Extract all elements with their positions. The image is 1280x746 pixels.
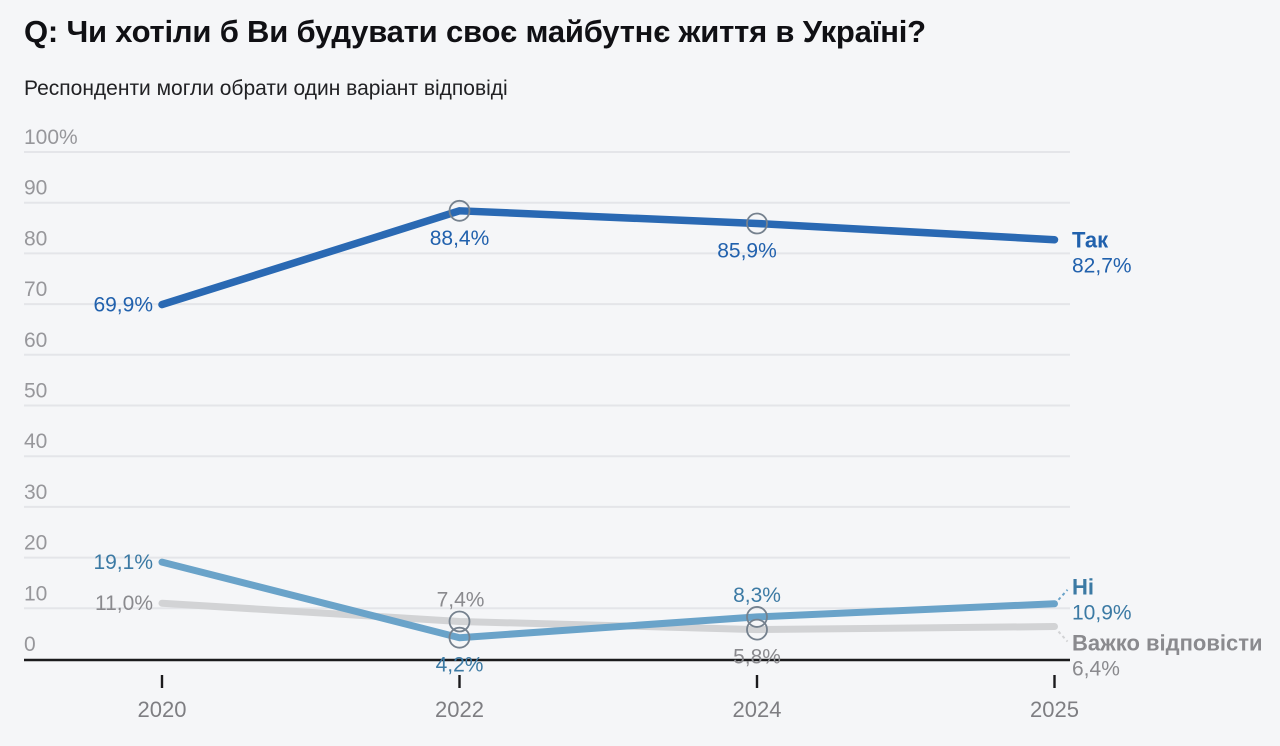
y-axis-tick-label: 30 [24,481,47,504]
data-point-label-yes: 88,4% [430,227,490,250]
data-point-marker-hard-to-answer [448,610,471,633]
data-point-label-hard-to-answer: 11,0% [95,592,153,615]
x-axis-label: 2024 [733,697,782,722]
y-axis-tick-label: 10 [24,582,47,605]
x-axis-label: 2020 [138,697,187,722]
series-name-label-yes: Так [1072,228,1109,253]
y-axis-tick-label: 50 [24,380,47,403]
data-point-label-yes: 69,9% [93,294,153,317]
data-point-marker-yes [448,199,471,222]
data-point-label-yes: 85,9% [717,239,777,262]
x-axis-label: 2025 [1030,697,1079,722]
data-point-marker-yes [746,212,768,235]
series-end-value-no: 10,9% [1072,602,1132,625]
data-point-label-no: 8,3% [733,584,781,607]
data-point-label-hard-to-answer: 5,8% [733,646,781,669]
label-connector-hard-to-answer [1057,630,1069,643]
y-axis-tick-label: 70 [24,278,47,301]
data-point-label-hard-to-answer: 7,4% [437,588,485,611]
data-point-marker-hard-to-answer [746,618,768,641]
data-point-label-no: 19,1% [93,551,153,574]
label-connector-no [1057,589,1069,601]
series-line-yes [158,207,1059,309]
x-axis-label: 2022 [435,697,484,722]
y-axis-tick-label: 80 [24,227,47,250]
data-point-marker-no [448,626,471,649]
series-end-value-hard-to-answer: 6,4% [1072,658,1120,681]
page-title: Q: Чи хотіли б Ви будувати своє майбутнє… [24,14,926,49]
series-name-label-hard-to-answer: Важко відповісти [1072,631,1263,656]
y-axis-tick-label: 100% [24,126,78,149]
data-point-marker-no [746,606,768,628]
series-line-no [158,558,1058,642]
y-axis-tick-label: 0 [24,633,36,656]
y-axis-tick-label: 60 [24,329,47,352]
y-axis-tick-label: 40 [24,430,47,453]
page-subtitle: Респонденти могли обрати один варіант ві… [24,77,508,100]
y-axis-tick-label: 20 [24,532,47,555]
y-axis-tick-label: 90 [24,177,47,200]
series-name-label-no: Ні [1072,575,1094,600]
data-point-label-no: 4,2% [436,654,484,677]
series-end-value-yes: 82,7% [1072,255,1132,278]
